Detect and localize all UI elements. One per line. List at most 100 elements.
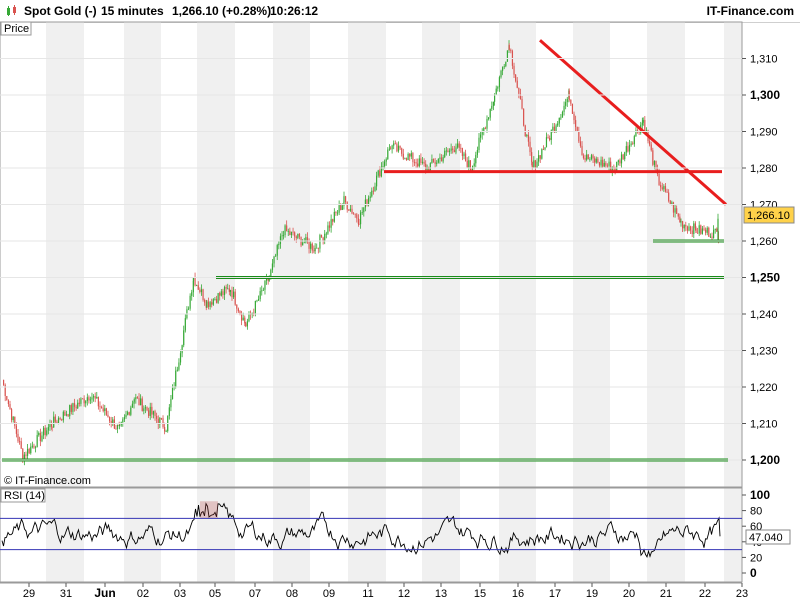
candle-body — [376, 175, 378, 187]
candle-body — [237, 308, 239, 312]
candle-body — [458, 143, 460, 148]
candle-body — [547, 137, 549, 139]
candle-body — [484, 127, 486, 129]
candle-body — [108, 416, 111, 422]
candle-body — [7, 400, 9, 404]
candle-body — [264, 280, 266, 290]
candle-body — [534, 160, 537, 168]
candle-body — [311, 243, 313, 251]
candle-body — [686, 226, 688, 231]
candle-body — [164, 427, 166, 432]
candle-body — [136, 397, 139, 399]
candle-body — [437, 158, 439, 163]
candle-body — [575, 120, 577, 128]
candle-body — [36, 435, 38, 448]
candle-body — [308, 242, 310, 249]
candle-body — [363, 207, 365, 213]
candle-body — [105, 408, 107, 415]
candle-body — [594, 158, 596, 163]
candle-body — [154, 411, 156, 416]
time-tick-label: 22 — [699, 588, 711, 600]
time-tick-label: 02 — [137, 588, 149, 600]
candle-body — [144, 407, 147, 409]
candle-body — [432, 158, 435, 162]
candle-body — [211, 302, 213, 305]
candle-body — [492, 101, 494, 106]
candle-body — [214, 299, 216, 300]
candle-body — [75, 406, 77, 409]
candle-body — [401, 148, 403, 154]
candle-body — [86, 397, 88, 402]
candle-body — [560, 117, 562, 119]
candle-body — [468, 160, 470, 168]
price-tick-label: 1,300 — [750, 88, 780, 102]
candle-body — [635, 130, 637, 137]
candle-body — [107, 414, 109, 417]
candle-body — [705, 229, 707, 233]
candle-body — [197, 285, 199, 290]
candle-body — [660, 185, 662, 188]
candle-body — [671, 202, 673, 205]
candle-body — [584, 158, 586, 160]
candle-body — [69, 405, 71, 417]
candle-body — [523, 108, 525, 126]
brand-name: IT-Finance.com — [706, 4, 794, 18]
time-tick-label: 19 — [586, 588, 598, 600]
candle-body — [638, 132, 640, 134]
candle-body — [552, 126, 554, 131]
candle-body — [524, 125, 526, 137]
candle-body — [239, 311, 241, 314]
candle-body — [11, 409, 13, 421]
candle-body — [677, 213, 679, 217]
candle-body — [396, 143, 398, 152]
time-tick-label: 15 — [474, 588, 486, 600]
candle-body — [578, 131, 580, 142]
candle-body — [259, 291, 261, 300]
candle-body — [683, 224, 685, 229]
copyright-label: © IT-Finance.com — [4, 475, 91, 487]
candle-body — [244, 317, 246, 324]
candle-body — [305, 237, 307, 243]
candle-body — [170, 399, 172, 408]
candle-body — [442, 157, 444, 162]
candle-body — [141, 398, 143, 412]
candle-body — [589, 159, 591, 160]
candle-body — [242, 317, 244, 321]
candle-body — [502, 67, 504, 71]
candle-body — [196, 285, 198, 287]
candle-body — [536, 161, 538, 168]
candle-body — [413, 162, 416, 163]
candle-body — [385, 159, 387, 162]
candle-body — [587, 154, 589, 160]
candle-body — [100, 407, 103, 409]
price-candles — [3, 40, 719, 466]
price-tick-label: 1,230 — [750, 346, 778, 358]
candle-body — [215, 299, 218, 303]
candle-body — [590, 155, 593, 160]
candle-body — [498, 77, 501, 88]
candle-body — [81, 398, 84, 400]
candle-body — [448, 150, 451, 152]
candle-body — [434, 161, 436, 164]
candle-body — [653, 161, 656, 165]
candle-body — [192, 277, 195, 281]
candle-body — [303, 242, 305, 244]
candle-body — [706, 227, 708, 233]
candle-body — [553, 126, 556, 132]
candle-body — [592, 155, 594, 159]
candle-body — [515, 74, 517, 81]
candle-body — [676, 208, 678, 214]
candle-body — [444, 150, 446, 158]
candle-body — [77, 402, 79, 409]
candle-body — [175, 370, 177, 387]
candle-body — [112, 419, 114, 424]
day-band — [724, 22, 742, 582]
candle-body — [374, 186, 376, 192]
candle-body — [627, 146, 629, 152]
candle-body — [268, 277, 270, 281]
candle-body — [558, 117, 560, 124]
candle-body — [89, 399, 91, 401]
time-tick-label: 21 — [660, 588, 672, 600]
candle-body — [92, 396, 95, 398]
candle-body — [343, 196, 345, 202]
